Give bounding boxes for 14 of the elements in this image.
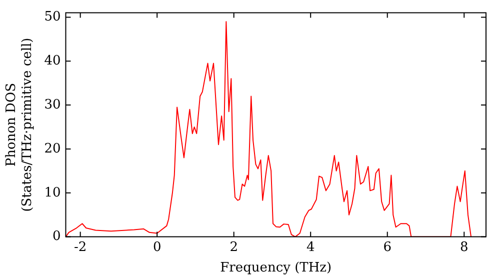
x-tick-label: 6 bbox=[383, 240, 392, 255]
x-tick-label: 8 bbox=[460, 240, 468, 255]
x-tick-label: 0 bbox=[152, 240, 162, 255]
y-tick-label: 10 bbox=[44, 185, 61, 200]
x-tick-label: -2 bbox=[74, 240, 87, 255]
y-tick-label: 30 bbox=[44, 97, 61, 112]
x-tick-label: 2 bbox=[230, 240, 238, 255]
y-axis-title: Phonon DOS (States/THz·primitive cell) bbox=[4, 38, 35, 212]
y-tick-label: 50 bbox=[44, 10, 61, 25]
y-tick-label: 20 bbox=[44, 141, 61, 156]
x-tick-label: 4 bbox=[306, 240, 315, 255]
y-tick-label: 0 bbox=[52, 229, 61, 244]
y-tick-label: 40 bbox=[44, 53, 61, 68]
x-axis-title: Frequency (THz) bbox=[220, 260, 332, 276]
